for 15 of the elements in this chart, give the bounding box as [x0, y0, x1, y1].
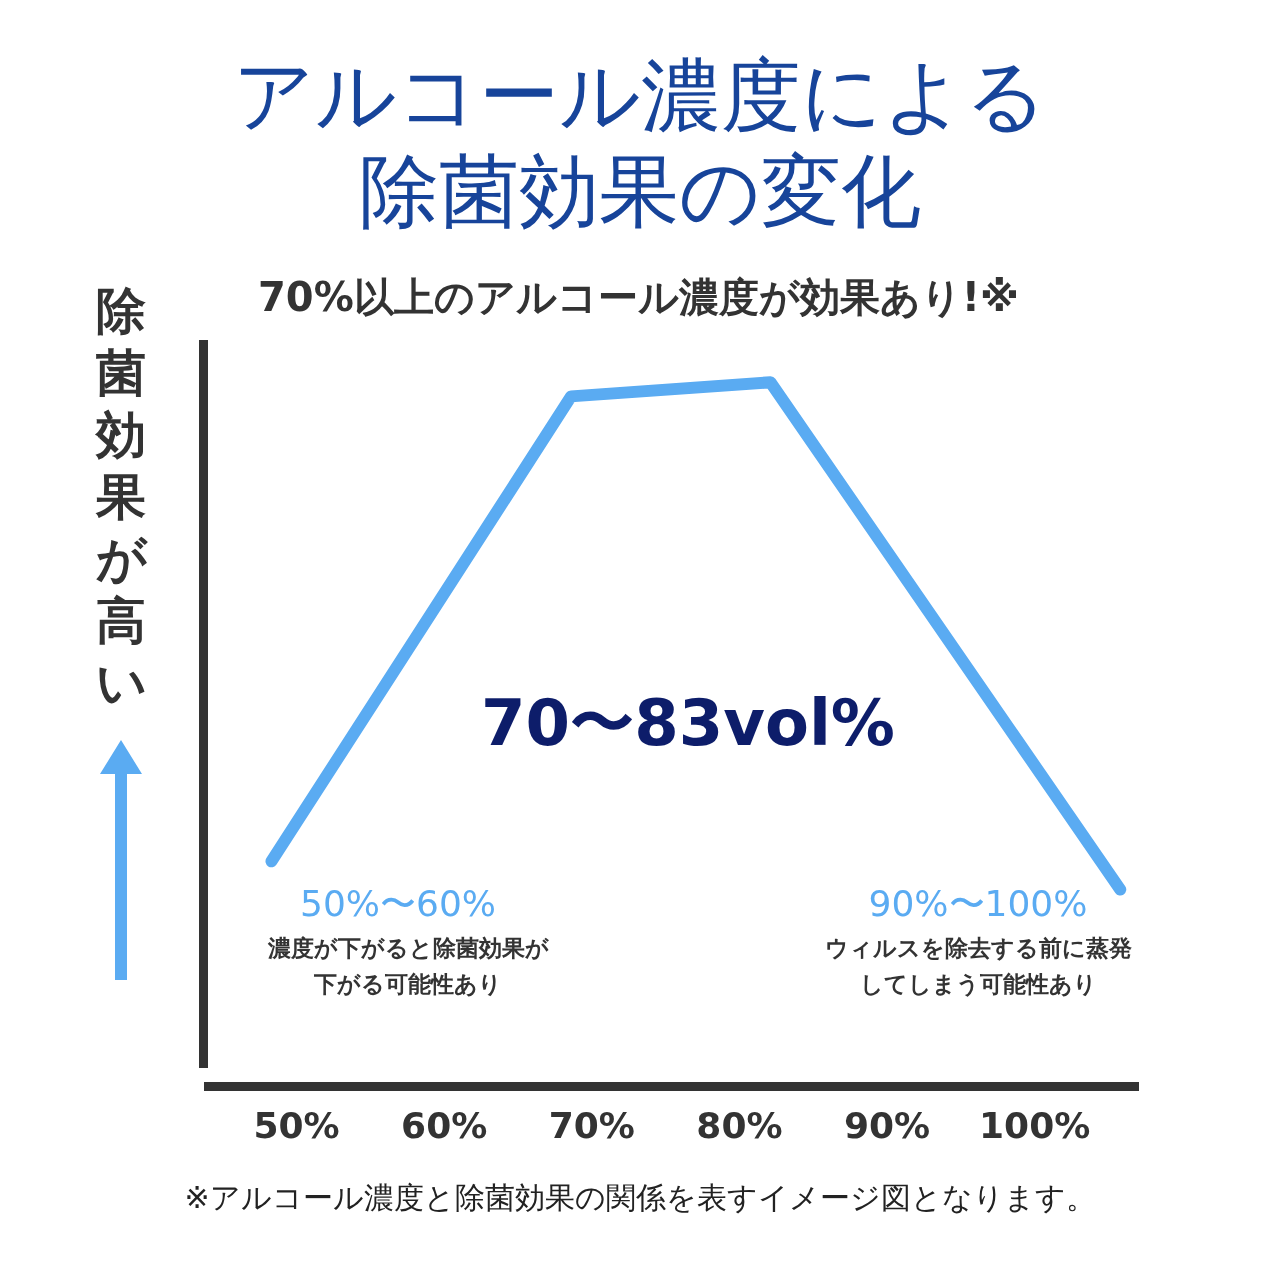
- chart-title: アルコール濃度による除菌効果の変化: [232, 48, 1048, 240]
- x-tick-label: 100%: [979, 1104, 1091, 1146]
- annotation: 50%〜60%: [299, 882, 497, 926]
- annotation: ウィルスを除去する前に蒸発してしまう可能性あり: [823, 934, 1133, 999]
- annotation: 90%〜100%: [867, 882, 1089, 926]
- annotation: 70〜83vol%: [480, 685, 896, 762]
- x-tick-label: 70%: [548, 1104, 635, 1146]
- text: ※アルコール濃度と除菌効果の関係を表すイメージ図となります。: [183, 1179, 1097, 1217]
- x-tick-label: 60%: [401, 1104, 488, 1146]
- y-axis-title: 除菌効果が高い: [96, 281, 148, 714]
- x-tick-label: 90%: [843, 1104, 931, 1146]
- x-tick-label: 80%: [696, 1104, 783, 1146]
- chart-subtitle: 70%以上のアルコール濃度が効果あり!※: [258, 273, 1019, 322]
- x-tick-label: 50%: [253, 1104, 340, 1146]
- annotation: 濃度が下がると除菌効果が下がる可能性あり: [266, 934, 550, 999]
